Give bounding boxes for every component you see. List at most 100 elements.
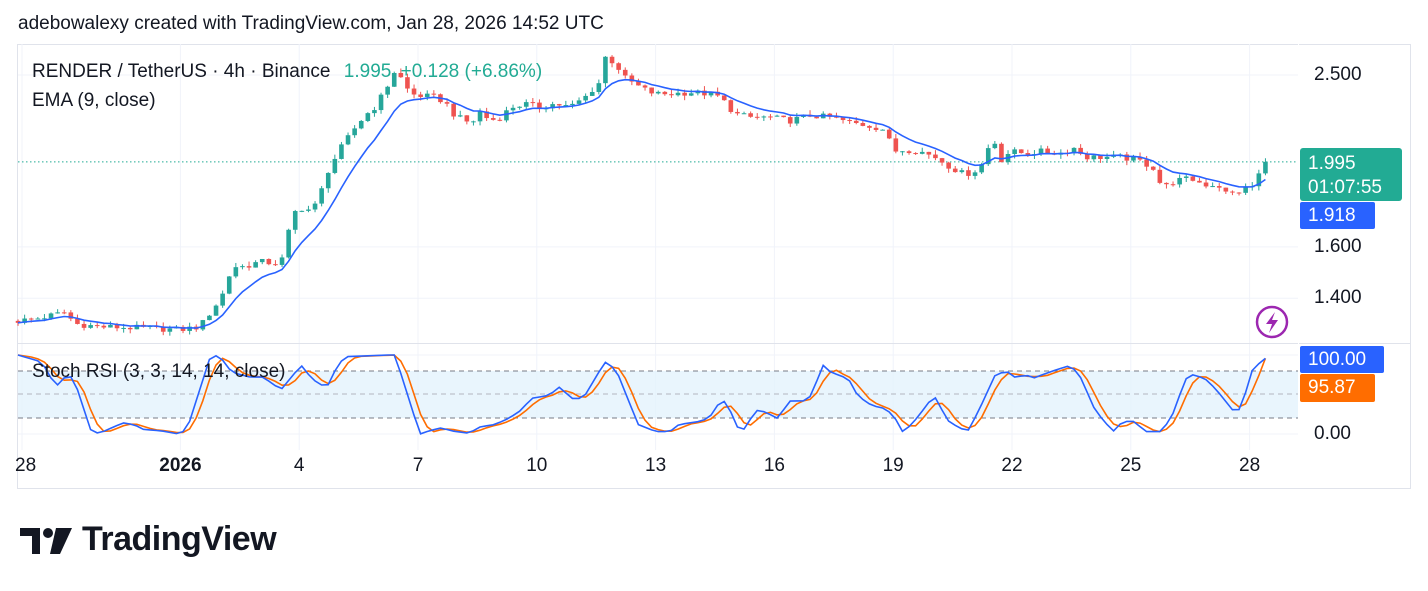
candle-down [1078,147,1083,154]
candle-up [708,91,714,96]
candle-up [1104,156,1110,159]
candle-down [68,312,74,319]
candle-up [510,107,516,111]
candle-down [1025,153,1031,155]
candle-up [741,113,747,115]
candle-up [504,110,509,121]
candle-down [999,143,1004,163]
candle-up [233,267,239,277]
candle-down [649,87,654,94]
candle-down [748,113,753,117]
candle-up [299,210,305,212]
candle-up [358,120,364,129]
candle-down [451,103,456,117]
candle-up [523,102,529,107]
candle-up [1012,149,1017,155]
candle-up [1177,177,1182,185]
candle-down [1098,155,1103,159]
candle-down [484,111,489,119]
candle-up [319,188,324,204]
candle-up [306,209,311,211]
ema-legend[interactable]: EMA (9, close) [32,90,156,111]
candle-up [1183,176,1189,178]
candle-down [1236,192,1242,194]
candle-up [992,143,998,149]
candle-down [1164,182,1169,185]
candle-down [1190,176,1196,181]
candle-up [563,105,569,107]
ema-line [17,78,1266,329]
candle-down [556,104,562,106]
candle-down [715,91,720,96]
symbol-legend[interactable]: RENDER / TetherUS · 4h · Binance 1.995 +… [32,61,542,83]
candle-up [794,116,800,124]
candle-down [702,90,707,96]
lightning-icon[interactable] [1255,305,1289,339]
candle-down [946,162,951,169]
candle-down [682,92,687,96]
candle-up [253,262,258,268]
candle-down [616,63,621,70]
stoch-d-label: 95.87 [1300,374,1375,402]
stoch-k-line [17,354,1266,435]
candle-down [1144,159,1149,167]
time-tick: 28 [1239,455,1261,476]
candle-up [471,121,476,123]
candle-up [378,94,384,111]
candle-up [424,93,430,97]
candle-up [22,318,27,323]
candle-up [589,91,595,96]
candle-up [35,318,41,320]
candle-down [669,94,674,96]
candle-up [1091,155,1097,160]
candle-up [517,106,522,108]
candle-down [939,158,945,163]
ema-value-label: 1.918 [1300,202,1375,229]
candle-up [655,91,661,94]
candle-down [933,154,938,159]
stoch-zero-tick: 0.00 [1314,423,1351,444]
candle-down [1045,148,1050,154]
candle-down [537,102,542,109]
candle-up [134,324,140,330]
candle-down [497,119,503,121]
candle-up [213,305,219,316]
candle-down [1230,191,1235,193]
candle-down [1084,153,1090,160]
time-tick: 13 [645,455,667,476]
candle-up [596,83,602,92]
candle-down [1223,187,1229,192]
tradingview-logo-text: TradingView [82,520,277,558]
time-tick: 28 [15,455,37,476]
price-tick: 1.600 [1314,236,1362,257]
candle-up [385,86,390,95]
candle-up [167,328,173,332]
candle-up [286,229,291,258]
candle-down [768,116,773,118]
candle-up [1263,161,1268,174]
candle-down [266,258,272,265]
candle-down [622,69,628,76]
candle-up [259,258,265,263]
candle-up [279,257,285,265]
candle-down [101,325,107,328]
candle-up [352,128,357,136]
price-tick: 1.400 [1314,287,1362,308]
candle-up [675,92,681,96]
bar-countdown: 01:07:55 [1308,177,1382,198]
candle-up [48,313,54,319]
candle-down [629,75,635,82]
candle-down [1137,156,1143,160]
candle-up [332,158,338,173]
candle-down [642,85,648,88]
stoch-legend[interactable]: Stoch RSI (3, 3, 14, 14, close) [32,361,286,382]
time-tick: 4 [293,455,305,476]
candle-up [1210,186,1215,188]
legend-change: +0.128 (+6.86%) [400,61,543,82]
time-tick: 16 [763,455,785,476]
candle-down [873,127,879,130]
candle-up [583,95,588,101]
candle-down [431,93,437,95]
tradingview-logo-icon [20,528,72,554]
